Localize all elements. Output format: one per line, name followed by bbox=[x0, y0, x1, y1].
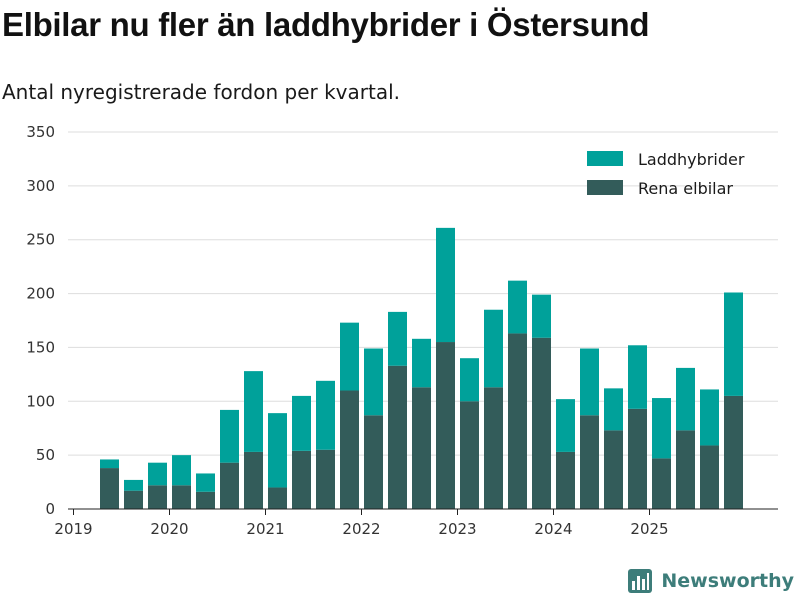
bar-electric bbox=[556, 451, 575, 509]
bar-electric bbox=[388, 365, 407, 509]
bar-hybrid bbox=[268, 413, 287, 488]
bar-electric bbox=[196, 491, 215, 509]
bar-hybrid bbox=[628, 345, 647, 409]
legend-swatch-electric bbox=[587, 180, 623, 195]
x-tick-label: 2022 bbox=[342, 520, 380, 538]
bar-hybrid bbox=[700, 389, 719, 446]
x-tick-label: 2025 bbox=[630, 520, 668, 538]
bar-hybrid bbox=[556, 399, 575, 452]
y-tick-label: 0 bbox=[45, 500, 55, 518]
bar-hybrid bbox=[412, 338, 431, 388]
bar-hybrid bbox=[100, 459, 119, 469]
bar-electric bbox=[436, 342, 455, 509]
bar-electric bbox=[100, 468, 119, 509]
bar-hybrid bbox=[316, 380, 335, 450]
bar-hybrid bbox=[484, 309, 503, 388]
axes: 0 50 100 150 200 250 300 350 2019 2020 2021 2022 202… bbox=[26, 123, 778, 538]
bars bbox=[100, 227, 743, 509]
bar-electric bbox=[532, 337, 551, 509]
x-tick-label: 2020 bbox=[150, 520, 188, 538]
brand-logo: Newsworthy bbox=[627, 568, 794, 594]
y-tick-label: 150 bbox=[26, 338, 55, 356]
bar-hybrid bbox=[148, 462, 167, 486]
bar-hybrid bbox=[388, 311, 407, 366]
x-tick-label: 2019 bbox=[54, 520, 92, 538]
y-tick-label: 250 bbox=[26, 231, 55, 249]
y-tick-label: 350 bbox=[26, 123, 55, 141]
newsworthy-logo-icon bbox=[628, 569, 653, 593]
bar-electric bbox=[724, 395, 743, 509]
bar-hybrid bbox=[220, 409, 239, 463]
bar-electric bbox=[244, 451, 263, 509]
bar-hybrid bbox=[364, 348, 383, 416]
bar-hybrid bbox=[508, 280, 527, 334]
bar-hybrid bbox=[580, 348, 599, 416]
bar-electric bbox=[220, 462, 239, 509]
bar-hybrid bbox=[196, 473, 215, 492]
x-tick-label: 2023 bbox=[438, 520, 476, 538]
bar-hybrid bbox=[460, 358, 479, 402]
bar-electric bbox=[412, 387, 431, 509]
bar-hybrid bbox=[532, 294, 551, 338]
bar-hybrid bbox=[436, 227, 455, 343]
x-tick-label: 2024 bbox=[534, 520, 572, 538]
bar-electric bbox=[580, 415, 599, 509]
y-tick-label: 50 bbox=[36, 446, 55, 464]
bar-hybrid bbox=[244, 371, 263, 452]
legend: Laddhybrider Rena elbilar bbox=[587, 150, 745, 198]
bar-hybrid bbox=[652, 398, 671, 459]
brand-name: Newsworthy bbox=[661, 570, 794, 592]
bar-hybrid bbox=[340, 322, 359, 391]
bar-electric bbox=[148, 485, 167, 509]
bar-electric bbox=[604, 430, 623, 509]
bar-electric bbox=[508, 333, 527, 509]
legend-label-hybrid: Laddhybrider bbox=[638, 150, 745, 169]
bar-electric bbox=[316, 449, 335, 509]
legend-swatch-hybrid bbox=[587, 151, 623, 166]
legend-label-electric: Rena elbilar bbox=[638, 179, 733, 198]
bar-hybrid bbox=[604, 388, 623, 431]
chart-subtitle: Antal nyregistrerade fordon per kvartal. bbox=[2, 80, 401, 104]
bar-electric bbox=[652, 458, 671, 509]
bar-electric bbox=[484, 387, 503, 509]
bar-electric bbox=[460, 401, 479, 509]
bar-electric bbox=[340, 390, 359, 509]
bar-electric bbox=[700, 445, 719, 509]
bar-electric bbox=[364, 415, 383, 509]
bar-electric bbox=[628, 408, 647, 509]
bar-hybrid bbox=[292, 395, 311, 451]
bar-electric bbox=[676, 430, 695, 509]
bar-electric bbox=[124, 490, 143, 509]
bar-hybrid bbox=[172, 455, 191, 486]
y-tick-label: 200 bbox=[26, 285, 55, 303]
bar-hybrid bbox=[124, 479, 143, 491]
bar-electric bbox=[292, 450, 311, 509]
bar-electric bbox=[268, 487, 287, 509]
chart-title: Elbilar nu fler än laddhybrider i Östers… bbox=[2, 6, 650, 43]
bar-hybrid bbox=[676, 367, 695, 431]
bar-hybrid bbox=[724, 292, 743, 396]
x-tick-label: 2021 bbox=[246, 520, 284, 538]
y-tick-label: 300 bbox=[26, 177, 55, 195]
bar-electric bbox=[172, 485, 191, 509]
y-tick-label: 100 bbox=[26, 392, 55, 410]
